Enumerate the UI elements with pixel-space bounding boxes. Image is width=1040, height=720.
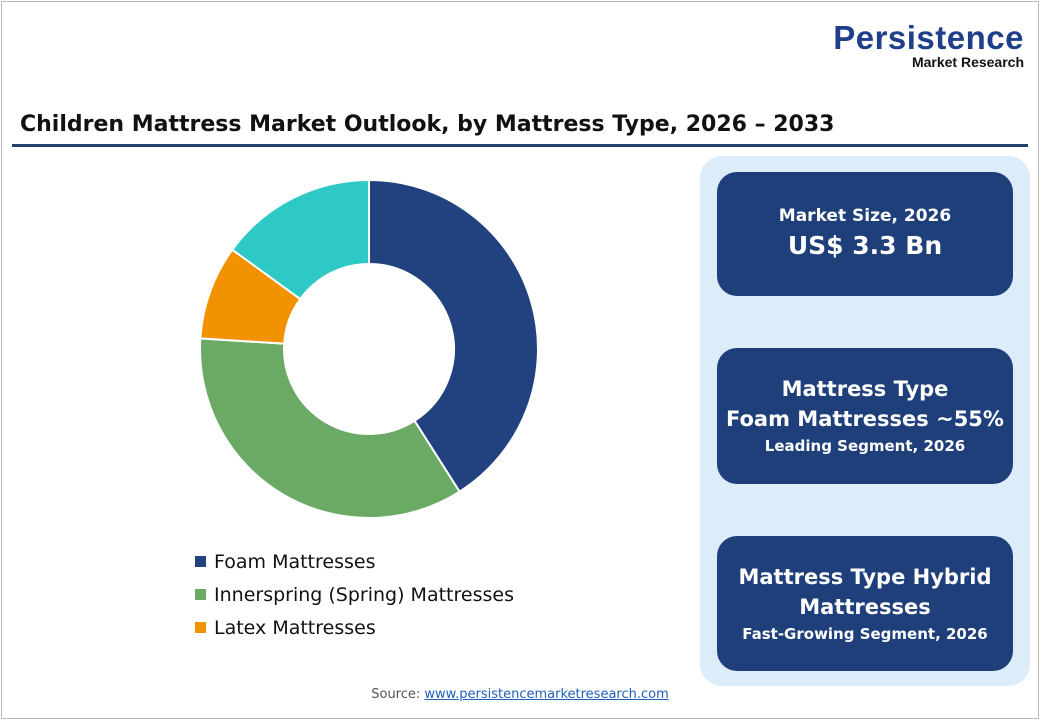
logo-name: Persistence (833, 19, 1024, 56)
card-label: Mattress Type (781, 377, 949, 401)
legend-swatch (195, 622, 206, 633)
donut-slice-4 (230, 178, 370, 301)
donut-slice-1 (368, 178, 539, 494)
legend-label: Innerspring (Spring) Mattresses (214, 583, 514, 606)
donut-chart (198, 178, 539, 519)
legend-swatch (195, 589, 206, 600)
leading-segment-card: Mattress Type Foam Mattresses ~55% Leadi… (717, 348, 1013, 484)
source-label: Source: (371, 687, 421, 702)
chart-title: Children Mattress Market Outlook, by Mat… (20, 112, 835, 137)
card-value: Mattresses (799, 594, 931, 619)
logo-subtitle: Market Research (911, 54, 1024, 70)
donut-slice-2 (198, 337, 461, 519)
legend-item: Innerspring (Spring) Mattresses (195, 578, 514, 611)
card-value: Foam Mattresses ~55% (726, 407, 1004, 431)
logo: Persistence Market Research (833, 19, 1024, 70)
card-label: Mattress Type Hybrid (738, 564, 992, 589)
card-value: US$ 3.3 Bn (787, 231, 943, 260)
title-divider (12, 144, 1028, 147)
card-note: Leading Segment, 2026 (764, 437, 966, 455)
legend-item: Foam Mattresses (195, 545, 514, 578)
legend-label: Latex Mattresses (214, 616, 376, 639)
legend: Foam Mattresses Innerspring (Spring) Mat… (195, 545, 514, 644)
market-size-card: Market Size, 2026 US$ 3.3 Bn (717, 172, 1013, 296)
card-note: Fast-Growing Segment, 2026 (742, 624, 988, 643)
card-label: Market Size, 2026 (778, 206, 952, 226)
source-link[interactable]: www.persistencemarketresearch.com (424, 687, 669, 702)
legend-label: Foam Mattresses (214, 550, 376, 573)
source-note: Source: www.persistencemarketresearch.co… (0, 687, 1040, 702)
legend-item: Latex Mattresses (195, 611, 514, 644)
fast-growing-card: Mattress Type Hybrid Mattresses Fast-Gro… (717, 536, 1013, 671)
legend-swatch (195, 556, 206, 567)
